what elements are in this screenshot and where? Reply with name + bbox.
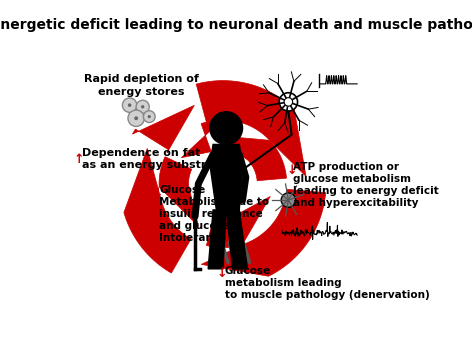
Text: Glucose
Metabolism due to
insulin resistance
and glucose
Intolerance: Glucose Metabolism due to insulin resist…: [159, 186, 269, 243]
Circle shape: [279, 93, 297, 111]
Circle shape: [210, 112, 243, 145]
Circle shape: [135, 117, 137, 119]
Circle shape: [128, 104, 131, 106]
Polygon shape: [206, 196, 270, 248]
Polygon shape: [208, 210, 226, 269]
Circle shape: [148, 116, 150, 118]
Text: Glucose
metabolism leading
to muscle pathology (denervation): Glucose metabolism leading to muscle pat…: [225, 266, 430, 300]
Polygon shape: [181, 120, 222, 158]
Polygon shape: [159, 157, 198, 226]
Text: ↓: ↓: [216, 267, 227, 280]
Text: Rapid depletion of
energy stores: Rapid depletion of energy stores: [84, 74, 199, 97]
Circle shape: [136, 100, 149, 113]
Circle shape: [142, 106, 143, 108]
Polygon shape: [210, 145, 243, 210]
Text: ATP production or
glucose metabolism
leading to energy deficit
and hyperexcitabi: ATP production or glucose metabolism lea…: [293, 162, 439, 208]
Text: Bioenergetic deficit leading to neuronal death and muscle pathology: Bioenergetic deficit leading to neuronal…: [0, 18, 472, 32]
Circle shape: [143, 111, 155, 122]
Circle shape: [284, 98, 293, 106]
Polygon shape: [201, 189, 326, 276]
Text: ↓: ↓: [287, 164, 297, 177]
Text: ↑: ↑: [74, 153, 84, 166]
Text: Dependence on fat
as an energy substrate: Dependence on fat as an energy substrate: [82, 148, 227, 170]
Polygon shape: [214, 135, 287, 181]
Polygon shape: [124, 148, 191, 273]
Polygon shape: [133, 105, 194, 153]
Circle shape: [281, 193, 295, 207]
Polygon shape: [196, 80, 306, 176]
Circle shape: [122, 98, 137, 113]
Text: ↓: ↓: [152, 187, 163, 200]
Circle shape: [128, 110, 144, 127]
Polygon shape: [226, 210, 247, 269]
